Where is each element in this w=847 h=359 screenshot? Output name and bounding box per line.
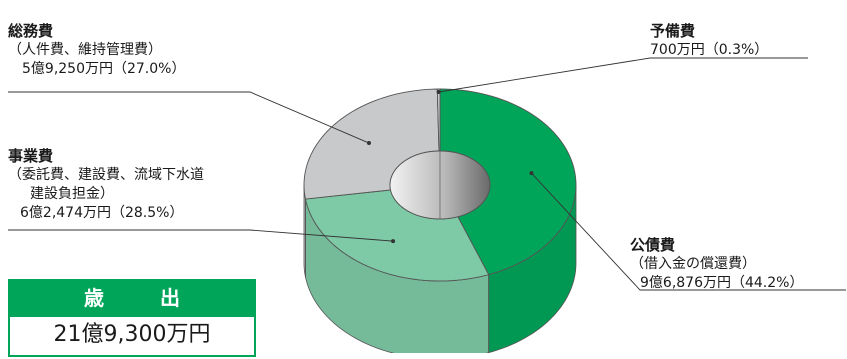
slice-detail-jigyohi-line2: 建設負担金） (30, 186, 114, 202)
total-expenditure-value: 21億9,300万円 (8, 317, 256, 357)
leader-dot-1 (391, 239, 396, 244)
label-somuhi: 総務費 （人件費、維持管理費） 5億9,250万円（27.0%） (8, 22, 185, 79)
slice-name-somuhi: 総務費 (8, 22, 54, 40)
label-yobihi: 予備費 700万円（0.3%） (650, 22, 768, 60)
slice-amount-kosaihi: 9億6,876万円（44.2%） (640, 275, 804, 291)
leader-dot-3 (436, 90, 441, 95)
slice-detail-somuhi: （人件費、維持管理費） (8, 41, 185, 60)
leader-line-1 (8, 229, 394, 242)
slice-amount-yobihi: 700万円（0.3%） (650, 42, 769, 58)
label-jigyohi: 事業費 （委託費、建設費、流域下水道 建設負担金） 6億2,474万円（28.5… (8, 147, 204, 223)
total-expenditure-title: 歳 出 (8, 279, 256, 317)
leader-line-0 (531, 172, 846, 291)
slice-amount-somuhi: 5億9,250万円（27.0%） (22, 61, 186, 77)
slice-name-yobihi: 予備費 (650, 22, 696, 40)
leader-line-3 (438, 57, 808, 93)
slice-detail-kosaihi-line1: （借入金の償還費） (630, 256, 756, 272)
total-expenditure-box: 歳 出 21億9,300万円 (8, 279, 256, 359)
label-kosaihi: 公債費 （借入金の償還費） 9億6,876万円（44.2%） (630, 236, 803, 293)
slice-detail-jigyohi-line1: （委託費、建設費、流域下水道 (8, 167, 204, 183)
leader-dot-0 (529, 171, 534, 176)
leader-line-2 (8, 91, 370, 144)
slice-name-jigyohi: 事業費 (8, 147, 54, 165)
slice-amount-jigyohi: 6億2,474万円（28.5%） (20, 205, 184, 221)
leader-dot-2 (366, 141, 371, 146)
slice-name-kosaihi: 公債費 (630, 236, 676, 254)
donut-center-hole (389, 150, 491, 220)
slice-detail-jigyohi: （委託費、建設費、流域下水道 建設負担金） (8, 166, 204, 204)
slice-detail-somuhi-line1: （人件費、維持管理費） (8, 42, 162, 58)
leader-lines (8, 57, 846, 291)
slice-detail-kosaihi: （借入金の償還費） (630, 255, 803, 274)
